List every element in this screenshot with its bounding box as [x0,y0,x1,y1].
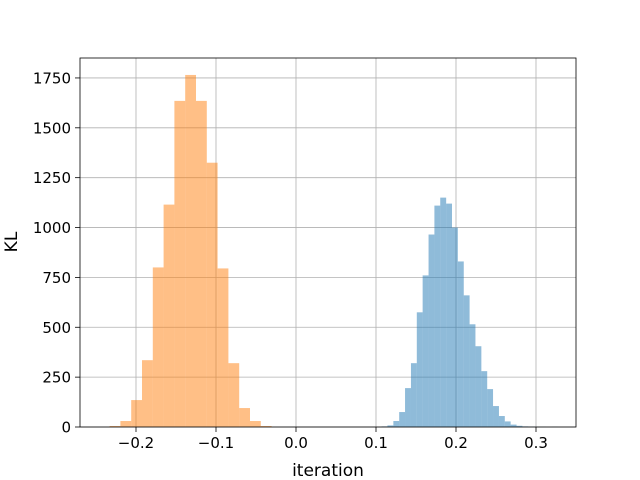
histogram-bar-series-1 [510,424,517,427]
histogram-bar-series-2 [196,100,207,427]
histogram-bar-series-1 [481,371,488,427]
histogram-bar-series-2 [217,268,229,427]
y-tick-label: 750 [42,269,71,287]
histogram-bar-series-1 [387,425,394,427]
y-tick-label: 1000 [33,219,71,237]
histogram-bar-series-1 [434,205,441,427]
x-axis-label: iteration [292,461,364,480]
histogram-bar-series-1 [405,388,411,427]
histogram-bar-series-2 [152,267,164,427]
histogram-bar-series-1 [487,389,494,427]
histogram-bar-series-1 [428,234,435,427]
histogram-bar-series-2 [131,400,142,427]
x-tick-label: 0.1 [364,434,388,452]
histogram-bar-series-1 [399,412,406,427]
histogram-bar-series-1 [393,421,400,427]
histogram-bar-series-2 [120,421,132,427]
y-tick-label: 1250 [33,169,71,187]
y-tick-label: 500 [42,319,71,337]
histogram-bar-series-1 [475,346,482,427]
histogram-bar-series-1 [516,425,523,427]
histogram-bar-series-2 [206,162,218,427]
histogram-bar-series-1 [410,363,417,427]
y-tick-label: 1500 [33,119,71,137]
y-tick-label: 0 [61,419,71,437]
histogram-bar-series-2 [250,421,261,427]
x-tick-label: 0.0 [284,434,308,452]
histogram-bar-series-1 [440,197,447,427]
histogram-bar-series-2 [228,363,240,427]
y-axis-label: KL [2,231,22,252]
y-tick-label: 1750 [33,69,71,87]
histogram-bar-series-1 [452,227,458,427]
histogram-bar-series-1 [422,275,429,427]
histogram-bar-series-2 [109,426,121,427]
histogram-bar-series-1 [446,203,452,427]
histogram-bar-series-1 [463,295,470,427]
histogram-bar-series-1 [493,406,499,427]
histogram-bar-series-2 [260,426,272,427]
histogram-bar-series-2 [142,360,153,427]
histogram-bar-series-1 [469,324,476,427]
x-tick-label: −0.2 [118,434,154,452]
x-tick-label: −0.1 [198,434,234,452]
histogram-bar-series-1 [504,421,511,427]
histogram-bar-series-2 [185,74,196,428]
histogram-bar-series-2 [239,408,250,427]
y-tick-label: 250 [42,369,71,387]
histogram-bar-series-1 [457,261,464,427]
axis-ticks: −0.2 −0.1 0.0 0.1 0.2 0.3 0 250 500 750 1000 1250 15… [33,69,548,452]
x-tick-label: 0.2 [444,434,468,452]
histogram-bar-series-2 [163,204,175,427]
plot-frame [79,57,577,428]
histogram-bar-series-1 [498,416,505,427]
x-tick-label: 0.3 [524,434,548,452]
histogram-bar-series-2 [174,100,186,427]
histogram-bar-series-1 [416,312,423,427]
histogram-bars [109,74,558,428]
